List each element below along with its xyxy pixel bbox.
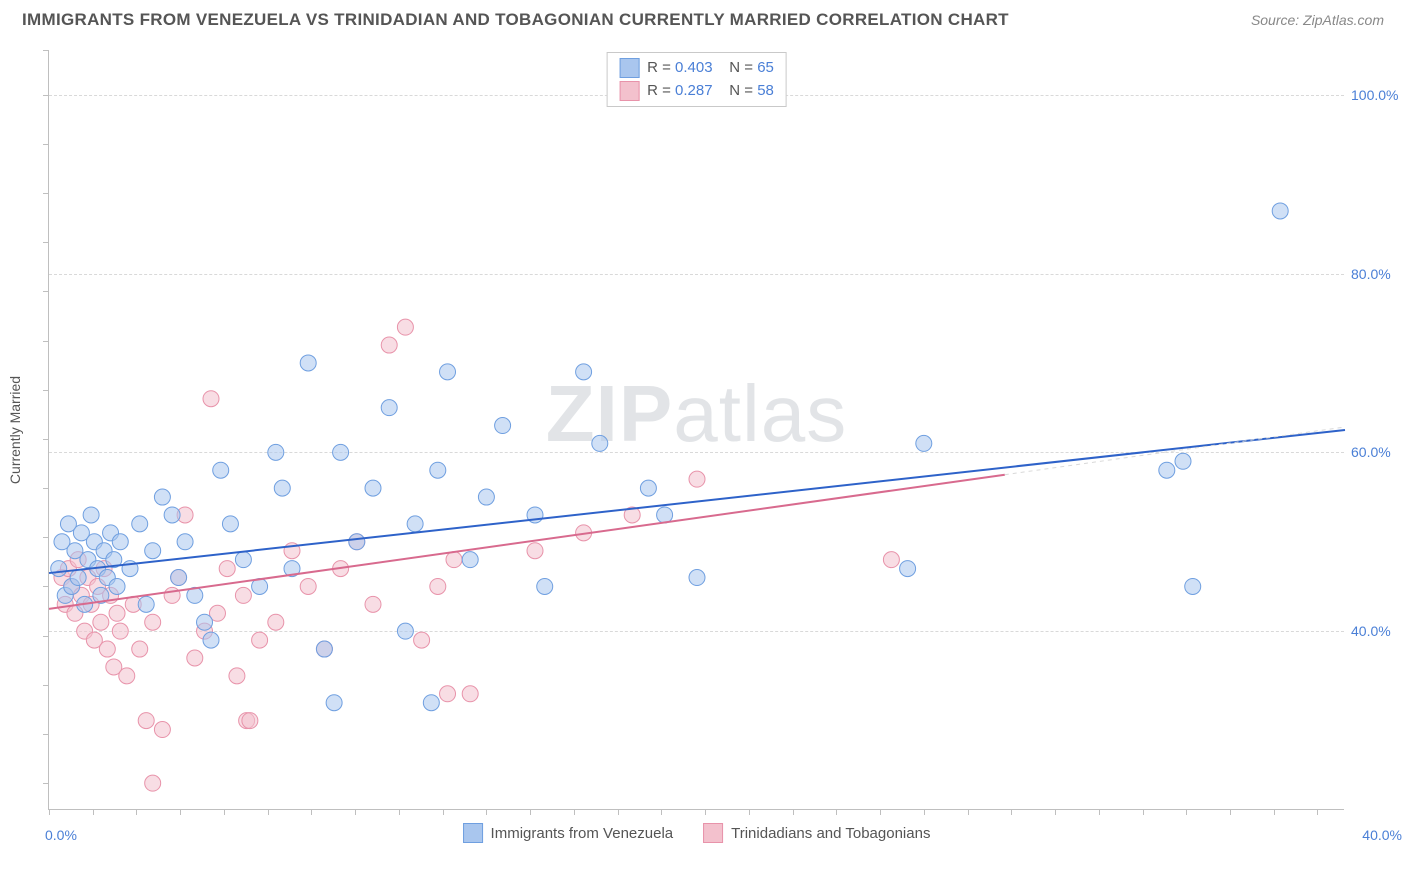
r-label: R = <box>647 59 671 76</box>
r-label: R = <box>647 82 671 99</box>
legend-row-trinidad: R = 0.287 N = 58 <box>619 80 774 103</box>
source-label: Source: ZipAtlas.com <box>1251 12 1384 28</box>
y-axis-label: Currently Married <box>7 375 23 483</box>
legend-swatch-trinidad <box>619 81 639 101</box>
legend-label-trinidad: Trinidadians and Tobagonians <box>731 825 930 842</box>
legend-label-venezuela: Immigrants from Venezuela <box>491 825 674 842</box>
n-label: N = <box>729 59 753 76</box>
legend-text-venezuela: R = 0.403 N = 65 <box>647 57 774 80</box>
x-axis-max-label: 40.0% <box>1362 827 1402 843</box>
title-bar: IMMIGRANTS FROM VENEZUELA VS TRINIDADIAN… <box>0 0 1406 38</box>
n-value-venezuela: 65 <box>757 59 774 76</box>
scatter-plot <box>49 50 1344 809</box>
chart-area: Currently Married ZIPatlas 40.0%60.0%80.… <box>48 50 1344 810</box>
legend-row-venezuela: R = 0.403 N = 65 <box>619 57 774 80</box>
legend-swatch-venezuela-bottom <box>463 823 483 843</box>
r-value-trinidad: 0.287 <box>675 82 713 99</box>
legend-item-venezuela: Immigrants from Venezuela <box>463 823 674 843</box>
legend-swatch-trinidad-bottom <box>703 823 723 843</box>
legend-item-trinidad: Trinidadians and Tobagonians <box>703 823 930 843</box>
correlation-legend: R = 0.403 N = 65 R = 0.287 N = 58 <box>606 52 787 107</box>
n-value-trinidad: 58 <box>757 82 774 99</box>
series-legend: Immigrants from Venezuela Trinidadians a… <box>463 823 931 843</box>
n-label: N = <box>729 82 753 99</box>
x-axis-min-label: 0.0% <box>45 827 77 843</box>
legend-text-trinidad: R = 0.287 N = 58 <box>647 80 774 103</box>
chart-title: IMMIGRANTS FROM VENEZUELA VS TRINIDADIAN… <box>22 10 1009 30</box>
legend-swatch-venezuela <box>619 58 639 78</box>
r-value-venezuela: 0.403 <box>675 59 713 76</box>
